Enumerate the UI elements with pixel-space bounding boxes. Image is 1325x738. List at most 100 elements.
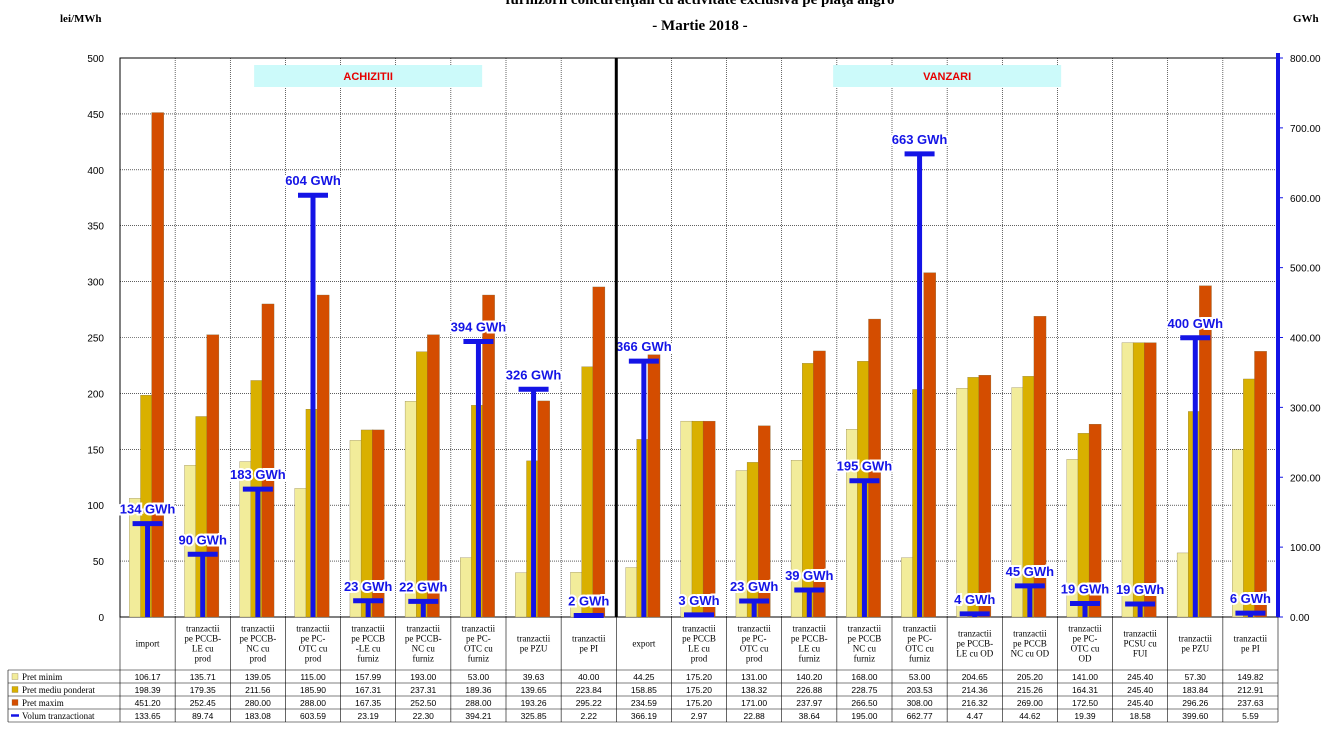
- category-label: pe PC-: [907, 634, 932, 644]
- table-cell: 228.75: [851, 685, 877, 695]
- bar-pret-minim: [1176, 552, 1190, 618]
- table-cell: 193.00: [410, 672, 436, 682]
- table-cell: 269.00: [1017, 698, 1043, 708]
- volume-data-label: 134 GWh: [120, 502, 176, 517]
- bar-pret-maxim: [261, 303, 275, 618]
- category-label: OTC cu: [1071, 644, 1100, 654]
- category-label: OTC cu: [905, 644, 934, 654]
- bar-pret-maxim: [1199, 285, 1212, 618]
- table-cell: 266.50: [851, 698, 877, 708]
- table-cell: 4.47: [966, 711, 983, 721]
- category-label: pe PCCB: [682, 634, 716, 644]
- table-cell: 149.82: [1237, 672, 1263, 682]
- category-label: pe PI: [579, 644, 598, 654]
- bar-pret-maxim: [923, 272, 936, 618]
- volume-data-label: 400 GWh: [1167, 316, 1223, 331]
- category-label: pe PCCB-: [239, 634, 276, 644]
- table-cell: 288.00: [300, 698, 326, 708]
- table-cell: 189.36: [465, 685, 491, 695]
- category-label: NC cu: [853, 644, 877, 654]
- table-cell: 211.56: [245, 685, 271, 695]
- table-cell: 195.00: [851, 711, 877, 721]
- table-cell: 139.65: [521, 685, 547, 695]
- legend-label: Pret mediu ponderat: [22, 685, 95, 695]
- volume-data-label: 2 GWh: [568, 593, 609, 608]
- table-cell: 288.00: [465, 698, 491, 708]
- category-label: prod: [691, 654, 708, 664]
- category-label: pe PI: [1241, 644, 1260, 654]
- category-label: tranzactii: [296, 624, 330, 634]
- table-cell: 245.40: [1127, 698, 1153, 708]
- bar-pret-maxim: [372, 429, 385, 618]
- table-cell: 44.25: [633, 672, 655, 682]
- bar-pret-minim: [625, 567, 638, 618]
- category-label: tranzactii: [737, 624, 771, 634]
- category-label: pe PZU: [520, 644, 548, 654]
- bar-pret-maxim: [758, 425, 771, 618]
- bar-pret-minim: [790, 460, 804, 618]
- bar-pret-maxim: [1033, 316, 1047, 618]
- bar-pret-maxim: [1144, 342, 1157, 618]
- y-left-tick-label: 200: [87, 389, 104, 400]
- bar-pret-maxim: [1254, 351, 1267, 618]
- y-left-tick-label: 250: [87, 334, 104, 345]
- y-right-tick-label: 700.00: [1290, 124, 1321, 135]
- category-label: pe PCCB-: [405, 634, 442, 644]
- volume-data-label: 39 GWh: [785, 568, 833, 583]
- volume-data-label: 3 GWh: [678, 593, 719, 608]
- legend-key: [11, 673, 19, 680]
- y-left-tick-label: 100: [87, 501, 104, 512]
- table-cell: 237.63: [1237, 698, 1263, 708]
- y-left-tick-label: 500: [87, 54, 104, 65]
- category-label: pe PCCB-: [791, 634, 828, 644]
- bar-pret-maxim: [427, 334, 440, 618]
- table-cell: 204.65: [962, 672, 988, 682]
- bar-pret-maxim: [978, 375, 992, 618]
- table-cell: 603.59: [300, 711, 326, 721]
- volume-data-label: 183 GWh: [230, 467, 286, 482]
- bar-pret-minim: [1011, 387, 1024, 618]
- category-label: FUI: [1133, 649, 1148, 659]
- table-cell: 175.20: [686, 672, 712, 682]
- table-cell: 237.31: [410, 685, 436, 695]
- table-cell: 295.22: [576, 698, 602, 708]
- volume-data-label: 366 GWh: [616, 339, 672, 354]
- table-cell: 203.53: [907, 685, 933, 695]
- y-left-tick-label: 400: [87, 166, 104, 177]
- table-cell: 5.59: [1242, 711, 1259, 721]
- category-label: tranzactii: [682, 624, 716, 634]
- y-left-tick-label: 0: [98, 613, 104, 624]
- bar-pret-minim: [239, 461, 252, 618]
- table-cell: 157.99: [355, 672, 381, 682]
- bar-pret-maxim: [813, 350, 826, 618]
- table-cell: 245.40: [1127, 685, 1153, 695]
- y-right-tick-label: 100.00: [1290, 543, 1321, 554]
- y-right-tick-label: 0.00: [1290, 613, 1310, 624]
- bar-pret-minim: [680, 420, 694, 618]
- table-cell: 183.08: [245, 711, 271, 721]
- y-right-tick-label: 400.00: [1290, 334, 1321, 345]
- y-left-tick-label: 300: [87, 278, 104, 289]
- volume-data-label: 394 GWh: [451, 320, 507, 335]
- category-label: pe PCCB-: [184, 634, 221, 644]
- table-cell: 115.00: [300, 672, 326, 682]
- table-cell: 245.40: [1127, 672, 1153, 682]
- category-label: pe PCCB: [351, 634, 385, 644]
- table-cell: 22.30: [413, 711, 435, 721]
- category-label: prod: [250, 654, 267, 664]
- category-label: LE cu: [688, 644, 710, 654]
- y-right-tick-label: 300.00: [1290, 403, 1321, 414]
- category-label: OTC cu: [740, 644, 769, 654]
- category-label: LE cu: [798, 644, 820, 654]
- bar-pret-mediu-ponderat: [416, 351, 429, 618]
- category-label: pe PC-: [742, 634, 767, 644]
- category-label: furniz: [468, 654, 490, 664]
- table-cell: 214.36: [962, 685, 988, 695]
- volume-data-label: 23 GWh: [344, 579, 392, 594]
- table-cell: 141.00: [1072, 672, 1098, 682]
- category-label: NC cu: [246, 644, 270, 654]
- table-cell: 308.00: [907, 698, 933, 708]
- y-right-tick-label: 600.00: [1290, 194, 1321, 205]
- table-cell: 167.31: [355, 685, 381, 695]
- table-cell: 399.60: [1182, 711, 1208, 721]
